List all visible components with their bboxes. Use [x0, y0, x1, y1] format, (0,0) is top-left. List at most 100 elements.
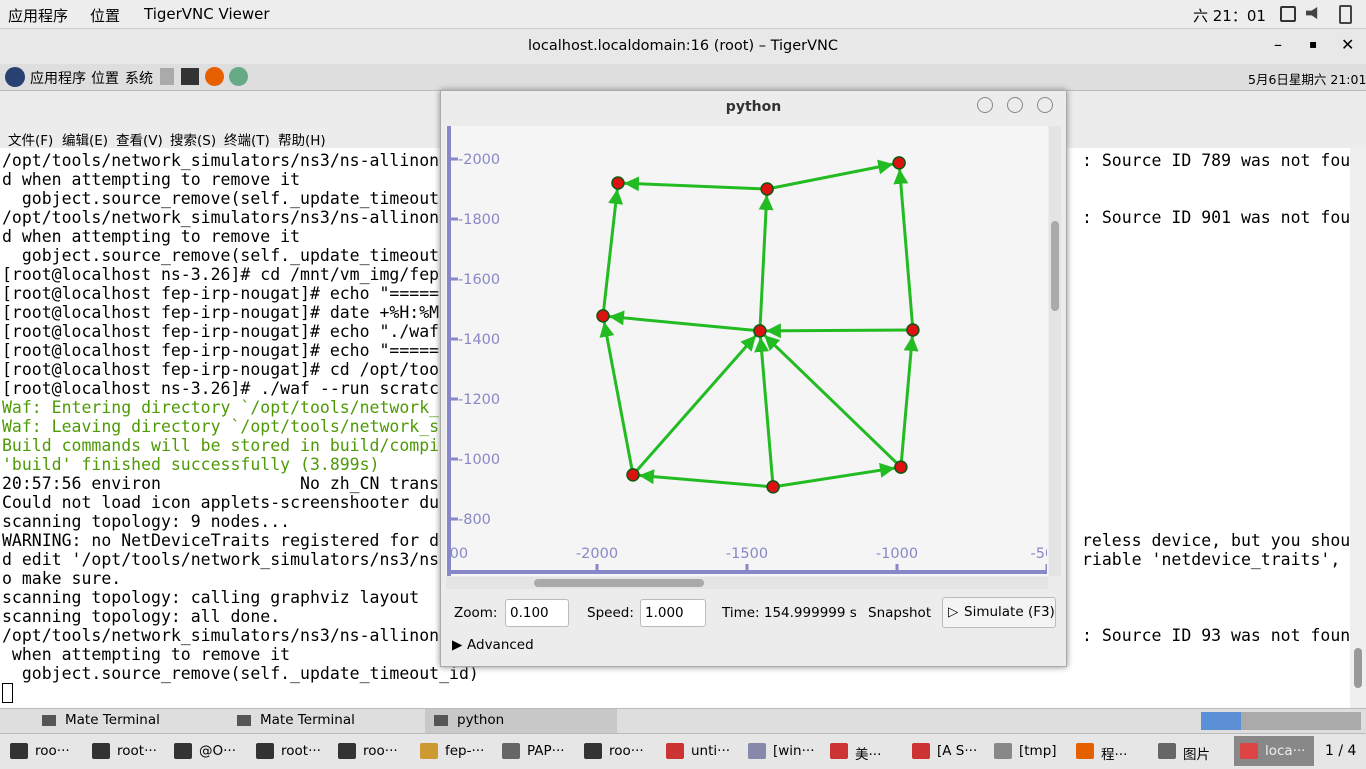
y-tick-label: -1000 — [458, 452, 500, 468]
snapshot-button[interactable]: Snapshot — [868, 605, 932, 621]
y-tick-label: -2000 — [458, 152, 500, 168]
edge — [765, 323, 913, 339]
menu-item[interactable]: 终端(T) — [224, 133, 270, 149]
task-icon — [92, 743, 110, 759]
task-button[interactable]: [A S··· — [937, 743, 978, 759]
menu-places[interactable]: 位置 — [90, 7, 121, 25]
task-button[interactable]: 程··· — [1101, 747, 1128, 763]
task-icon — [1076, 743, 1094, 759]
vnc-titlebar: localhost.localdomain:16 (root) – TigerV… — [0, 29, 1366, 64]
task-button[interactable]: PAP··· — [527, 743, 565, 759]
terminal-line: d when attempting to remove it — [2, 227, 301, 246]
task-button[interactable]: [win··· — [773, 743, 815, 759]
minimize[interactable] — [977, 97, 993, 113]
minimize[interactable]: – — [1274, 35, 1282, 54]
scrollbar[interactable] — [1350, 148, 1366, 708]
edge — [758, 194, 774, 331]
task-button[interactable]: loca··· — [1265, 743, 1306, 759]
terminal-line: scanning topology: calling graphviz layo… — [2, 588, 420, 607]
task-button[interactable]: @O··· — [199, 743, 236, 759]
workspace-label[interactable]: 1 / 4 — [1325, 743, 1357, 759]
task-icon — [502, 743, 520, 759]
terminal-line: [root@localhost ns-3.26]# ./waf --run sc… — [2, 379, 440, 398]
clock[interactable]: 5月6日星期六 21:01 — [1248, 72, 1366, 87]
node — [766, 480, 780, 494]
advanced-expander[interactable]: Advanced — [467, 637, 534, 653]
task-icon — [10, 743, 28, 759]
terminal-line: scanning topology: 9 nodes... — [2, 512, 291, 531]
task-button[interactable]: roo··· — [609, 743, 644, 759]
x-tick-label: -1000 — [876, 546, 918, 562]
task-icon — [1158, 743, 1176, 759]
window-button[interactable]: Mate Terminal — [65, 712, 160, 728]
edge — [608, 310, 761, 333]
node — [760, 182, 774, 196]
task-button[interactable]: root··· — [117, 743, 157, 759]
menu-item[interactable]: 查看(V) — [116, 133, 163, 149]
volume-icon[interactable] — [1306, 7, 1318, 19]
task-button[interactable]: roo··· — [363, 743, 398, 759]
maximize[interactable] — [1007, 97, 1023, 113]
taskbar: roo··· root··· @O··· root··· roo··· fep-··· PA… — [0, 733, 1366, 769]
window-button[interactable]: Mate Terminal — [260, 712, 355, 728]
menu-apps[interactable]: 应用程序 — [30, 71, 86, 87]
maximize[interactable]: ▪ — [1309, 37, 1318, 51]
zoom-input[interactable]: 0.100 — [505, 599, 569, 627]
launcher[interactable] — [205, 67, 224, 86]
terminal-line: 'build' finished successfully (3.899s) — [2, 455, 380, 474]
terminal-line: Waf: Entering directory `/opt/tools/netw… — [2, 398, 440, 417]
edge — [638, 469, 774, 489]
zoom-value[interactable]: 0.100 — [510, 605, 549, 621]
h-scrollbar[interactable] — [446, 577, 1048, 589]
battery-icon[interactable] — [1339, 5, 1352, 24]
clock[interactable]: 六 21：01 — [1193, 7, 1266, 25]
cursor — [2, 683, 13, 703]
edge — [623, 176, 768, 192]
terminal-line: WARNING: no NetDeviceTraits registered f… — [2, 531, 440, 550]
task-icon — [912, 743, 930, 759]
task-button[interactable]: [tmp] — [1019, 743, 1057, 759]
task-button[interactable]: 美··· — [855, 747, 882, 763]
y-tick-label: -1800 — [458, 212, 500, 228]
edge — [599, 321, 635, 476]
menu-item[interactable]: 搜索(S) — [170, 133, 217, 149]
task-button[interactable]: fep-··· — [445, 743, 485, 759]
task-button[interactable]: roo··· — [35, 743, 70, 759]
menu-apps[interactable]: 应用程序 — [8, 7, 69, 25]
icon[interactable] — [1280, 6, 1296, 22]
task-button[interactable]: 图片 — [1183, 747, 1210, 763]
v-scrollbar[interactable] — [1049, 126, 1061, 576]
host-bar: 应用程序 位置 TigerVNC Viewer 六 21：01 — [0, 0, 1366, 29]
window-title: localhost.localdomain:16 (root) – TigerV… — [527, 38, 838, 54]
launcher[interactable] — [160, 68, 174, 85]
menu-item[interactable]: 文件(F) — [8, 133, 54, 149]
distro-icon[interactable] — [5, 67, 25, 87]
menu-item[interactable]: 编辑(E) — [62, 133, 109, 149]
launcher[interactable] — [229, 67, 248, 86]
close[interactable] — [1037, 97, 1053, 113]
terminal-line: Could not load icon applets-screenshoote… — [2, 493, 440, 512]
speed-input[interactable]: 1.000 — [640, 599, 706, 627]
simulate-label[interactable]: Simulate (F3) — [964, 604, 1055, 620]
node — [894, 460, 908, 474]
terminal-line: riable 'netdevice_traits', t — [1082, 550, 1361, 569]
task-icon — [666, 743, 684, 759]
speed-value[interactable]: 1.000 — [645, 605, 684, 621]
close[interactable]: ✕ — [1341, 35, 1355, 54]
expander[interactable]: ▶ — [452, 637, 463, 653]
edge — [754, 336, 775, 488]
workspace-switcher[interactable] — [1201, 712, 1361, 730]
menu-item[interactable]: 帮助(H) — [278, 133, 326, 149]
task-icon — [1240, 743, 1258, 759]
window-icon — [434, 715, 448, 726]
terminal-line: reless device, but you shoul — [1082, 531, 1361, 550]
window-button[interactable]: python — [457, 712, 505, 728]
menu-system[interactable]: 系统 — [125, 71, 153, 87]
launcher[interactable] — [181, 68, 199, 85]
task-button[interactable]: root··· — [281, 743, 321, 759]
task-button[interactable]: unti··· — [691, 743, 731, 759]
node — [753, 324, 767, 338]
terminal-line: [root@localhost fep-irp-nougat]# cd /opt… — [2, 360, 440, 379]
simulate-button[interactable]: ▷ Simulate (F3) — [942, 597, 1056, 628]
menu-places[interactable]: 位置 — [91, 71, 119, 87]
